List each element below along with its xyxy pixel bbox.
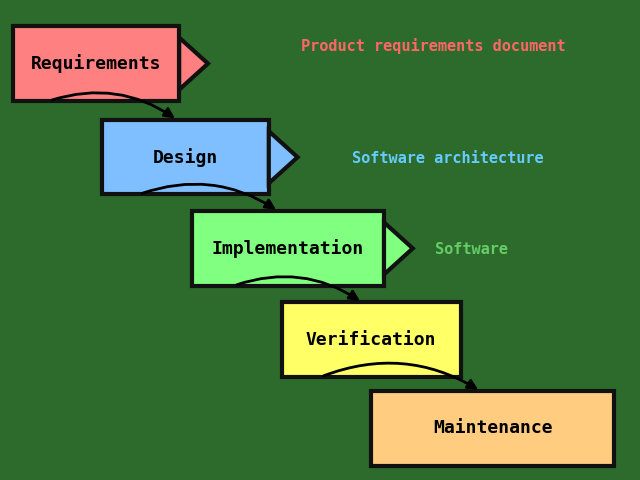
Polygon shape [179,37,208,90]
Bar [13,26,179,101]
Text: Software: Software [435,242,508,257]
Polygon shape [269,131,298,183]
Bar [192,211,384,286]
Text: Product requirements document: Product requirements document [301,37,565,54]
Text: Design: Design [153,148,218,167]
Text: Maintenance: Maintenance [433,420,552,437]
Bar [371,391,614,466]
Text: Requirements: Requirements [31,54,161,73]
Bar [102,120,269,194]
Text: Verification: Verification [306,331,436,348]
Bar [282,302,461,377]
Text: Implementation: Implementation [212,239,364,258]
Text: Software architecture: Software architecture [352,151,543,166]
Polygon shape [384,222,413,275]
